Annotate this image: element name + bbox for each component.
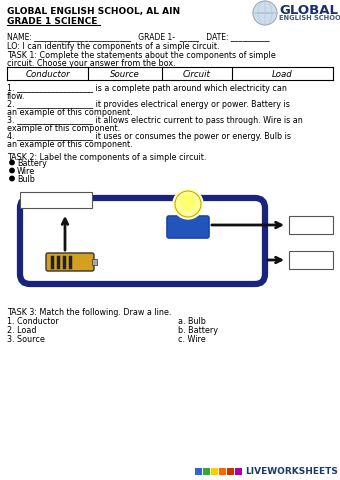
Text: TASK 2: Label the components of a simple circuit.: TASK 2: Label the components of a simple… bbox=[7, 153, 206, 162]
Text: 3. Source: 3. Source bbox=[7, 335, 45, 344]
Text: 1. ___________________ is a complete path around which electricity can: 1. ___________________ is a complete pat… bbox=[7, 84, 287, 93]
Text: a. Bulb: a. Bulb bbox=[178, 317, 206, 326]
Text: an example of this component.: an example of this component. bbox=[7, 108, 133, 117]
Text: 2. ___________________ it provides electrical energy or power. Battery is: 2. ___________________ it provides elect… bbox=[7, 100, 290, 109]
Bar bbox=[20, 192, 92, 208]
FancyBboxPatch shape bbox=[46, 253, 94, 271]
Text: ENGLISH SCHOOL: ENGLISH SCHOOL bbox=[279, 15, 340, 21]
Circle shape bbox=[10, 168, 14, 173]
Text: an example of this component.: an example of this component. bbox=[7, 140, 133, 149]
Bar bbox=[289, 251, 333, 269]
Text: b. Battery: b. Battery bbox=[178, 326, 218, 335]
Bar bbox=[235, 468, 242, 475]
Text: GLOBAL ENGLISH SCHOOL, AL AIN: GLOBAL ENGLISH SCHOOL, AL AIN bbox=[7, 7, 180, 16]
Text: Load: Load bbox=[272, 70, 293, 79]
Bar bbox=[289, 216, 333, 234]
Text: c. Wire: c. Wire bbox=[178, 335, 206, 344]
Circle shape bbox=[10, 160, 14, 165]
Text: flow.: flow. bbox=[7, 92, 25, 101]
Circle shape bbox=[181, 195, 195, 209]
Bar bbox=[219, 468, 226, 475]
Bar bbox=[227, 468, 234, 475]
Text: LIVEWORKSHEETS: LIVEWORKSHEETS bbox=[245, 467, 338, 476]
Text: GRADE 1 SCIENCE: GRADE 1 SCIENCE bbox=[7, 17, 97, 26]
Text: LO: I can identify the components of a simple circuit.: LO: I can identify the components of a s… bbox=[7, 42, 220, 51]
Circle shape bbox=[10, 176, 14, 180]
Bar bbox=[195, 468, 202, 475]
Text: Conductor: Conductor bbox=[25, 70, 70, 79]
Text: Wire: Wire bbox=[17, 167, 35, 176]
Text: Bulb: Bulb bbox=[17, 175, 35, 184]
Text: circuit. Choose your answer from the box.: circuit. Choose your answer from the box… bbox=[7, 59, 176, 68]
Circle shape bbox=[253, 1, 277, 25]
Bar bbox=[203, 468, 210, 475]
Text: Circuit: Circuit bbox=[183, 70, 211, 79]
Text: TASK 1: Complete the statements about the components of simple: TASK 1: Complete the statements about th… bbox=[7, 51, 276, 60]
Circle shape bbox=[175, 191, 201, 217]
Bar bbox=[211, 468, 218, 475]
Text: NAME: _________________________   GRADE 1-  _____   DATE: __________: NAME: _________________________ GRADE 1-… bbox=[7, 32, 270, 41]
Text: TASK 3: Match the following. Draw a line.: TASK 3: Match the following. Draw a line… bbox=[7, 308, 171, 317]
Text: Source: Source bbox=[110, 70, 140, 79]
Text: 1. Conductor: 1. Conductor bbox=[7, 317, 59, 326]
Text: 4. ___________________ it uses or consumes the power or energy. Bulb is: 4. ___________________ it uses or consum… bbox=[7, 132, 291, 141]
Circle shape bbox=[173, 189, 203, 219]
Text: GLOBAL: GLOBAL bbox=[279, 4, 338, 17]
Text: Battery: Battery bbox=[17, 159, 47, 168]
Text: example of this component.: example of this component. bbox=[7, 124, 120, 133]
FancyBboxPatch shape bbox=[167, 216, 209, 238]
Text: 2. Load: 2. Load bbox=[7, 326, 36, 335]
Text: 3. ___________________ it allows electric current to pass through. Wire is an: 3. ___________________ it allows electri… bbox=[7, 116, 303, 125]
Bar bbox=[92, 259, 97, 265]
